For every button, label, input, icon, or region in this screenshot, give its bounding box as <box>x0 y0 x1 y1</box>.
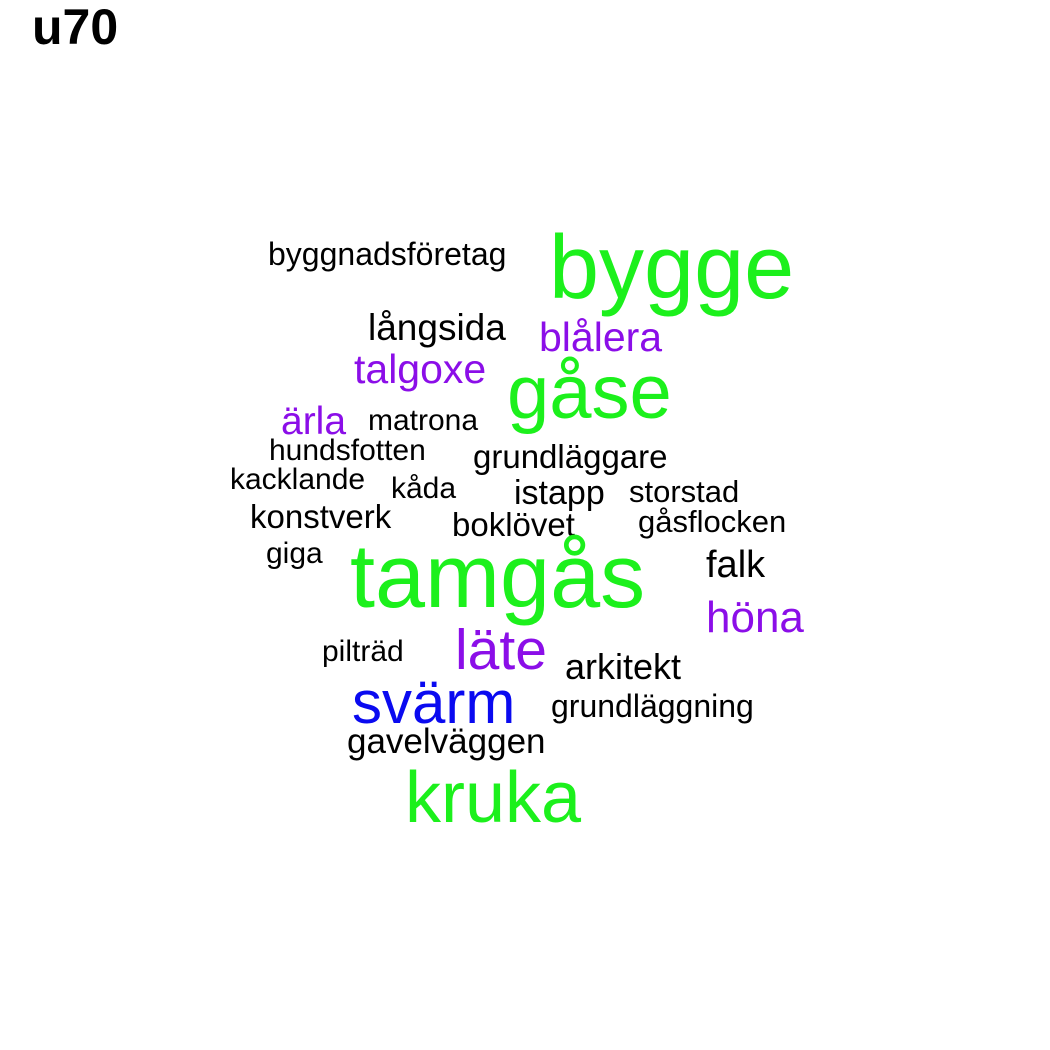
word-giga: giga <box>266 537 323 570</box>
word-arkitekt: arkitekt <box>565 646 682 687</box>
word-hundsfotten: hundsfotten <box>269 434 426 467</box>
word-byggnadsforetag: byggnadsföretag <box>268 236 507 272</box>
word-konstverk: konstverk <box>250 498 392 535</box>
word-boklovet: boklövet <box>452 506 575 543</box>
word-svarm: svärm <box>352 669 516 736</box>
word-grundlaggning: grundläggning <box>551 688 754 724</box>
word-matrona: matrona <box>368 404 479 437</box>
word-late: läte <box>455 618 547 682</box>
word-gasflocken: gåsflocken <box>638 504 787 539</box>
word-piltrad: pilträd <box>322 635 404 668</box>
word-arla: ärla <box>281 400 347 443</box>
word-storstad: storstad <box>629 474 740 509</box>
word-hona: höna <box>706 593 804 642</box>
word-istapp: istapp <box>514 474 605 512</box>
word-langsida: långsida <box>368 307 506 348</box>
word-falk: falk <box>706 544 766 586</box>
word-gase: gåse <box>507 350 672 435</box>
word-gavelvaggen: gavelväggen <box>347 722 546 761</box>
word-grundlaggare: grundläggare <box>473 438 668 475</box>
plot-title: u70 <box>32 0 119 55</box>
word-kada: kåda <box>391 472 457 505</box>
word-tamgas: tamgås <box>350 527 646 627</box>
word-talgoxe: talgoxe <box>354 346 487 392</box>
word-bygge: bygge <box>549 218 795 318</box>
word-kruka: kruka <box>405 758 582 838</box>
word-blalera: blålera <box>539 314 663 360</box>
word-kacklande: kacklande <box>230 463 366 496</box>
